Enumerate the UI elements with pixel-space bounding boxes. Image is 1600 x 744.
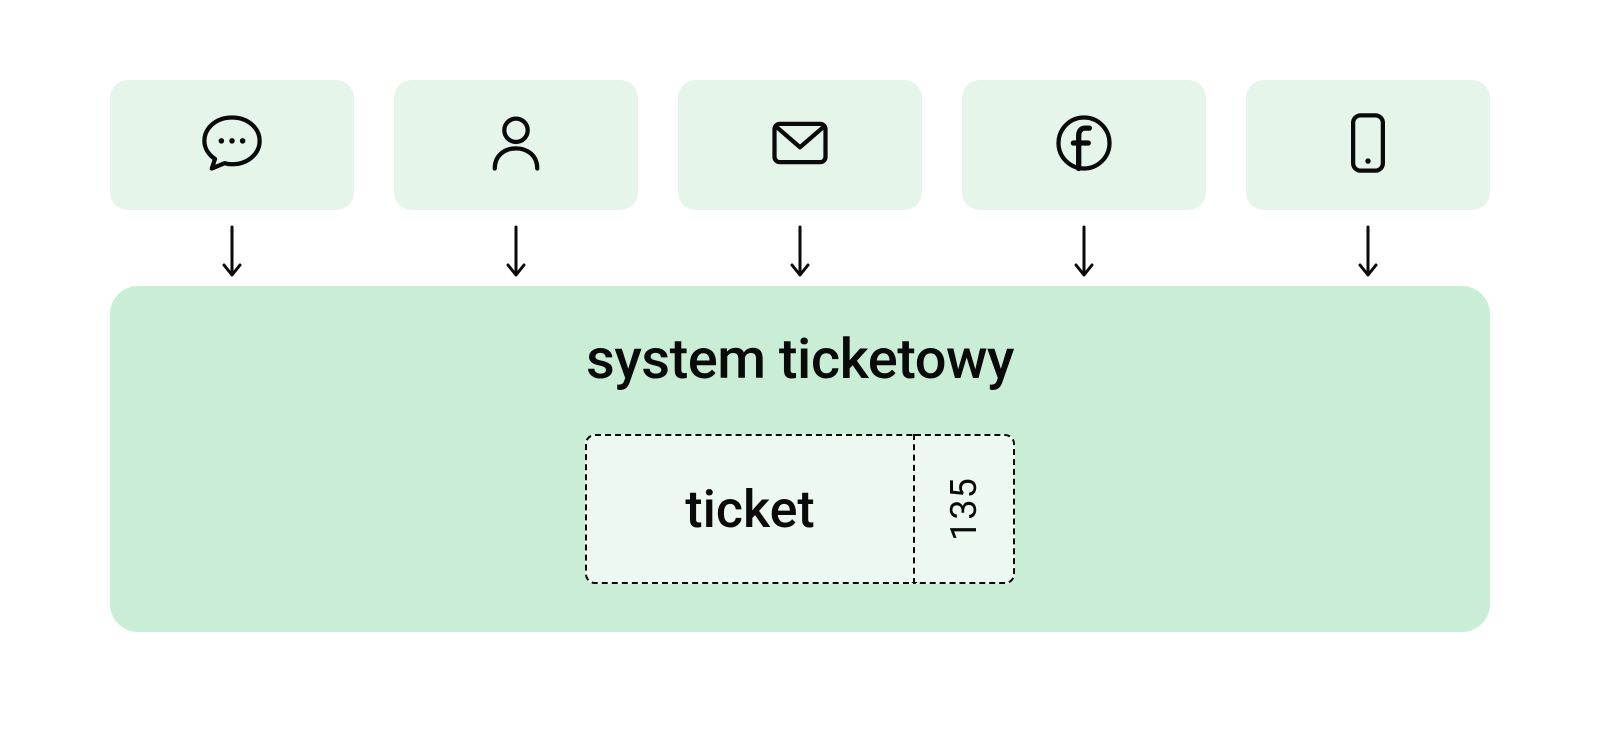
channel-person: [394, 80, 638, 210]
ticket-stub: 135: [915, 434, 1015, 584]
arrow-facebook: [962, 220, 1206, 286]
arrow-phone: [1246, 220, 1490, 286]
chat-icon: [198, 109, 266, 181]
person-icon: [482, 109, 550, 181]
arrow-person: [394, 220, 638, 286]
channel-mail: [678, 80, 922, 210]
ticket: ticket 135: [585, 434, 1015, 584]
system-title: system ticketowy: [586, 326, 1014, 392]
ticket-label: ticket: [685, 479, 815, 540]
phone-icon: [1334, 109, 1402, 181]
system-box: system ticketowy ticket 135: [110, 286, 1490, 632]
arrow-chat: [110, 220, 354, 286]
ticket-system-diagram: system ticketowy ticket 135: [110, 80, 1490, 632]
channel-facebook: [962, 80, 1206, 210]
arrows-row: [110, 220, 1490, 286]
ticket-main: ticket: [585, 434, 915, 584]
channels-row: [110, 80, 1490, 210]
facebook-icon: [1050, 109, 1118, 181]
channel-phone: [1246, 80, 1490, 210]
ticket-number: 135: [943, 477, 985, 541]
channel-chat: [110, 80, 354, 210]
arrow-mail: [678, 220, 922, 286]
mail-icon: [766, 109, 834, 181]
